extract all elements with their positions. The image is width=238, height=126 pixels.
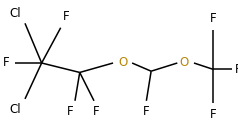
Text: F: F bbox=[143, 105, 150, 118]
Text: F: F bbox=[93, 105, 100, 118]
Text: O: O bbox=[180, 56, 189, 70]
Text: O: O bbox=[118, 56, 127, 70]
Text: F: F bbox=[3, 56, 10, 70]
Text: Cl: Cl bbox=[10, 7, 21, 20]
Text: F: F bbox=[234, 63, 238, 76]
Text: F: F bbox=[63, 10, 70, 23]
Text: F: F bbox=[210, 12, 216, 25]
Text: Cl: Cl bbox=[10, 103, 21, 116]
Text: F: F bbox=[210, 108, 216, 121]
Text: F: F bbox=[67, 105, 74, 118]
